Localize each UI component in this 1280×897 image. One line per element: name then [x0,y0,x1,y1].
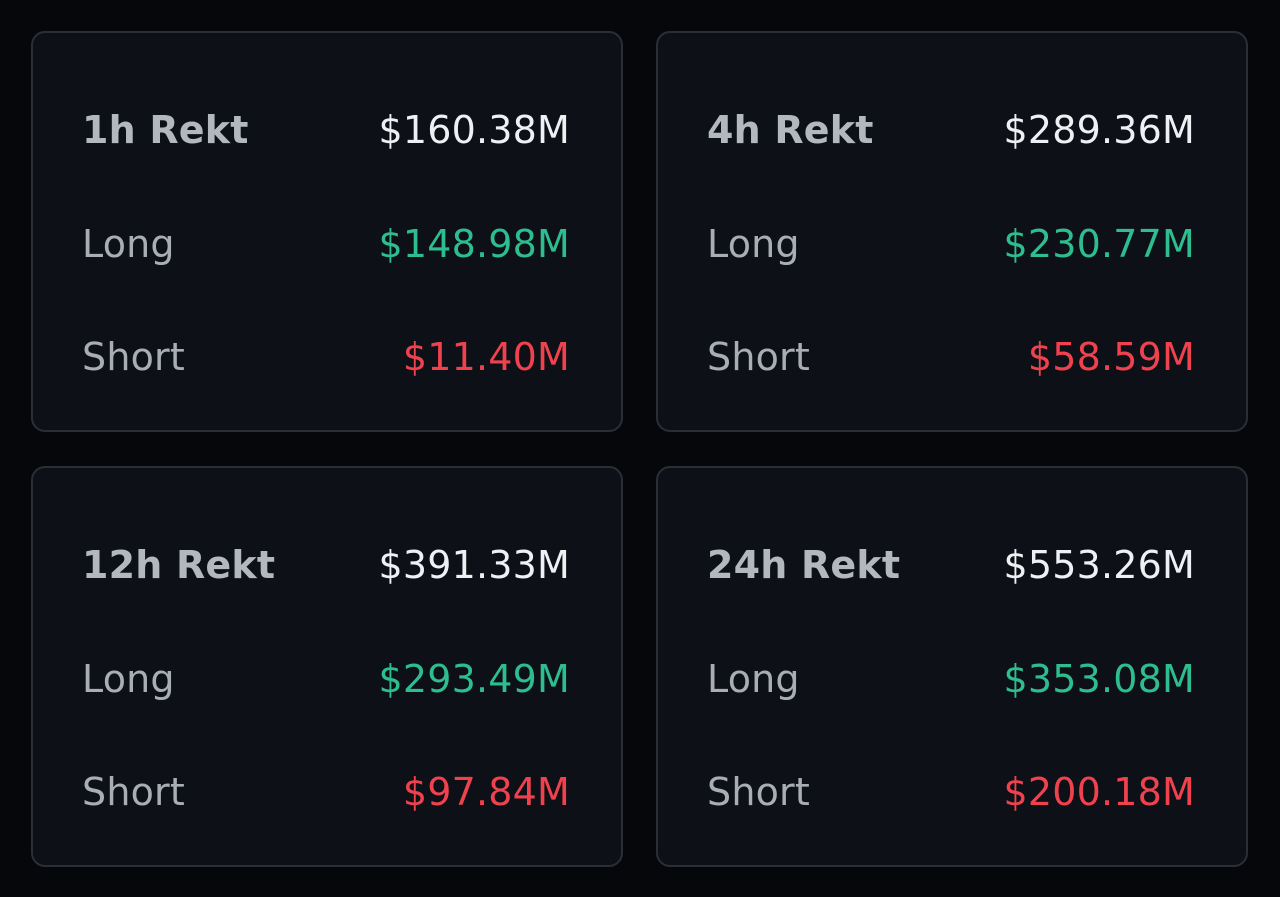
long-value: $293.49M [378,657,570,701]
long-label: Long [707,222,800,266]
long-row: Long $148.98M [82,219,570,269]
short-value: $200.18M [1003,770,1195,814]
long-label: Long [707,657,800,701]
long-value: $230.77M [1003,222,1195,266]
short-row: Short $58.59M [707,332,1195,382]
card-title: 1h Rekt [82,108,249,152]
rekt-card-1h: 1h Rekt $160.38M Long $148.98M Short $11… [31,31,623,432]
card-title: 24h Rekt [707,543,901,587]
long-value: $148.98M [378,222,570,266]
long-row: Long $293.49M [82,654,570,704]
total-row: 4h Rekt $289.36M [707,105,1195,155]
rekt-card-24h: 24h Rekt $553.26M Long $353.08M Short $2… [656,466,1248,867]
short-label: Short [707,335,810,379]
total-value: $391.33M [378,543,570,587]
total-row: 1h Rekt $160.38M [82,105,570,155]
card-title: 12h Rekt [82,543,276,587]
long-row: Long $230.77M [707,219,1195,269]
rekt-card-4h: 4h Rekt $289.36M Long $230.77M Short $58… [656,31,1248,432]
short-value: $11.40M [402,335,570,379]
short-row: Short $11.40M [82,332,570,382]
short-row: Short $200.18M [707,767,1195,817]
total-row: 12h Rekt $391.33M [82,540,570,590]
long-value: $353.08M [1003,657,1195,701]
total-row: 24h Rekt $553.26M [707,540,1195,590]
card-title: 4h Rekt [707,108,874,152]
total-value: $289.36M [1003,108,1195,152]
total-value: $160.38M [378,108,570,152]
long-row: Long $353.08M [707,654,1195,704]
short-label: Short [82,770,185,814]
short-value: $97.84M [402,770,570,814]
total-value: $553.26M [1003,543,1195,587]
short-label: Short [82,335,185,379]
long-label: Long [82,222,175,266]
short-label: Short [707,770,810,814]
short-row: Short $97.84M [82,767,570,817]
rekt-card-12h: 12h Rekt $391.33M Long $293.49M Short $9… [31,466,623,867]
short-value: $58.59M [1027,335,1195,379]
long-label: Long [82,657,175,701]
